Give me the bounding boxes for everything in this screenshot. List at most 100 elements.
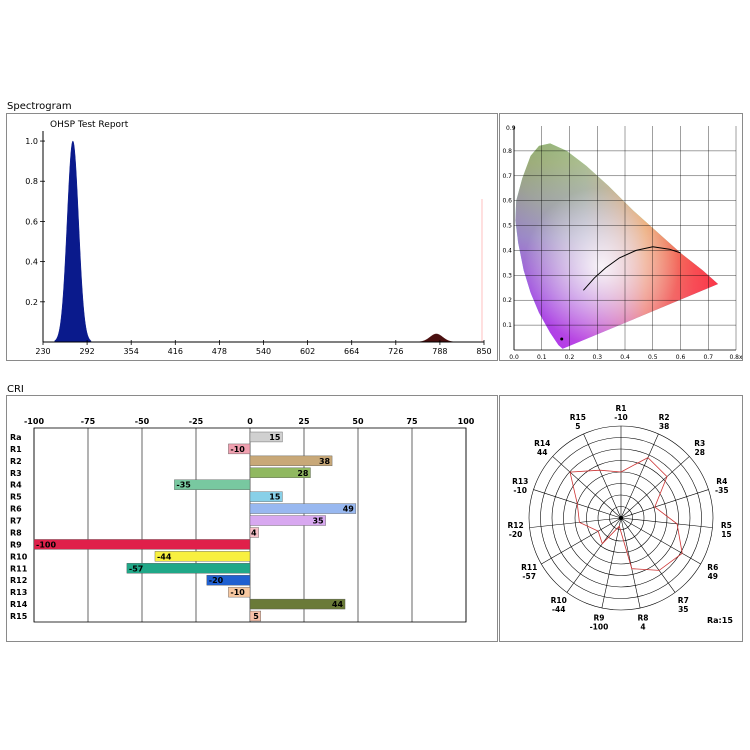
cri-bar-R13 xyxy=(228,586,251,598)
cie-x-tick: 0.3 xyxy=(592,354,602,360)
cri-x-tick: 75 xyxy=(406,417,418,426)
cie-x-tick: 0.2 xyxy=(565,354,575,360)
polar-label-name: R13 xyxy=(512,477,528,486)
cri-category-label: R15 xyxy=(10,612,28,621)
cri-category-label: R1 xyxy=(10,445,22,454)
spectrogram-title: OHSP Test Report xyxy=(50,120,129,130)
polar-label-name: R8 xyxy=(638,614,649,623)
spectrogram-x-tick: 354 xyxy=(124,347,139,356)
spectrogram-chart: OHSP Test Report 230 292 354 416 478 540 602 66… xyxy=(25,120,491,356)
cri-value-label: 44 xyxy=(332,600,344,609)
cri-category-label: R9 xyxy=(10,540,22,549)
polar-label-name: R1 xyxy=(616,404,627,413)
spectrogram-panel: OHSP Test Report 230 292 354 416 478 540 602 66… xyxy=(6,113,498,361)
polar-label-value: 28 xyxy=(695,448,705,457)
cie-y-tick: 0.4 xyxy=(502,247,512,254)
cie-panel: 0.0 0.1 0.2 0.3 0.4 0.5 0.6 0.7 0.8x 0.1 0.2 0.3 0.4… xyxy=(499,113,743,361)
polar-label-value: -20 xyxy=(509,530,523,539)
cri-value-label: -20 xyxy=(209,576,224,585)
cri-value-label: -57 xyxy=(129,564,143,573)
cie-x-tick: 0.7 xyxy=(703,354,713,360)
cri-bar-R14 xyxy=(249,598,346,610)
cri-value-label: 4 xyxy=(251,528,257,537)
polar-label-value: 38 xyxy=(659,422,669,431)
cri-category-label: R10 xyxy=(10,552,28,561)
cri-category-label: R11 xyxy=(10,564,28,573)
cri-polar-trace xyxy=(569,457,683,571)
polar-label-value: -10 xyxy=(513,486,527,495)
cri-value-label: -35 xyxy=(176,481,191,490)
cri-bar-R3 xyxy=(249,467,311,478)
cri-category-label: Ra xyxy=(10,433,22,442)
cri-category-label: R4 xyxy=(10,481,22,490)
cie-y-top-label: 0.9 xyxy=(506,125,516,132)
spectrogram-x-tick: 850 xyxy=(476,347,491,356)
cri-section-label: CRI xyxy=(7,384,24,395)
cri-value-label: -44 xyxy=(157,552,172,561)
polar-label-value: -57 xyxy=(522,572,536,581)
polar-label-value: -10 xyxy=(614,413,628,422)
cri-category-label: R6 xyxy=(10,505,22,514)
polar-label-name: R11 xyxy=(521,563,537,572)
cie-x-tick: 0.4 xyxy=(620,354,630,360)
cri-bar-R7 xyxy=(249,515,326,526)
cri-value-label: 38 xyxy=(319,457,331,466)
cie-y-tick: 0.7 xyxy=(502,173,512,180)
cri-value-label: 15 xyxy=(269,433,281,442)
cri-category-label: R12 xyxy=(10,576,27,585)
polar-label-name: R7 xyxy=(678,596,689,605)
cri-x-tick: -50 xyxy=(135,417,150,426)
cri-category-label: R13 xyxy=(10,588,27,597)
cie-diagram: 0.0 0.1 0.2 0.3 0.4 0.5 0.6 0.7 0.8x 0.1 0.2 0.3 0.4… xyxy=(502,125,743,361)
cie-x-tick: 0.0 xyxy=(509,354,519,360)
polar-label-name: R6 xyxy=(707,563,718,572)
cie-x-tick: 0.6 xyxy=(676,354,686,360)
polar-panel: R1 -10 R2 38 R3 28 R4 -35 R5 15 R6 49 R7 35 R8 4 R9 -100 R… xyxy=(499,395,743,642)
polar-label-value: -35 xyxy=(715,486,729,495)
cri-bar-R6 xyxy=(249,503,357,514)
cri-value-label: 49 xyxy=(343,505,355,514)
ra-label: Ra:15 xyxy=(707,616,733,625)
cie-x-tick: 0.5 xyxy=(648,354,658,360)
polar-label-value: -44 xyxy=(552,605,566,614)
spectrum-peak-2 xyxy=(415,333,458,343)
spectrogram-x-tick: 540 xyxy=(256,347,271,356)
cie-x-tick: 0.8x xyxy=(729,354,742,360)
polar-label-name: R5 xyxy=(721,521,732,530)
cri-category-label: R7 xyxy=(10,517,22,526)
polar-label-name: R14 xyxy=(534,439,550,448)
polar-label-value: -100 xyxy=(590,623,609,632)
cri-value-label: 35 xyxy=(312,517,324,526)
cie-y-tick: 0.2 xyxy=(502,297,512,304)
cri-x-tick: -75 xyxy=(81,417,96,426)
cri-bar-R10 xyxy=(154,551,251,562)
cri-x-tick: -100 xyxy=(24,417,44,426)
cri-value-label: 5 xyxy=(253,612,259,621)
cri-category-label: R3 xyxy=(10,469,22,478)
cie-x-tick: 0.1 xyxy=(537,354,547,360)
polar-label-name: R15 xyxy=(570,413,586,422)
cri-value-label: 28 xyxy=(297,469,309,478)
cri-bar-chart: -100 -75 -50 -25 0 25 50 75 100 Ra 15 R1 -10 R2 38 R3 2… xyxy=(10,417,475,623)
planckian-locus xyxy=(583,246,681,291)
spectrogram-y-tick: 0.4 xyxy=(25,258,38,267)
spectrogram-x-tick: 416 xyxy=(168,347,183,356)
cri-category-label: R5 xyxy=(10,493,22,502)
polar-label-name: R2 xyxy=(659,413,670,422)
spectrogram-y-tick: 0.2 xyxy=(25,298,38,307)
cie-y-tick: 0.8 xyxy=(502,148,512,155)
cri-x-tick: 50 xyxy=(352,417,364,426)
cri-value-label: -10 xyxy=(230,588,245,597)
cri-x-tick: 0 xyxy=(247,417,253,426)
polar-label-value: 4 xyxy=(640,623,645,632)
chromaticity-point xyxy=(560,337,564,341)
cri-bar-R4 xyxy=(174,479,251,490)
spectrogram-x-tick: 664 xyxy=(344,347,359,356)
spectrogram-y-tick: 0.8 xyxy=(25,177,38,186)
spectrogram-y-tick: 1.0 xyxy=(25,137,38,146)
cri-bar-R5 xyxy=(249,491,283,502)
cri-value-label: -10 xyxy=(230,445,245,454)
spectrum-peak-1 xyxy=(54,140,92,343)
cri-bar-R9 xyxy=(33,539,251,550)
cri-x-tick: 25 xyxy=(298,417,310,426)
